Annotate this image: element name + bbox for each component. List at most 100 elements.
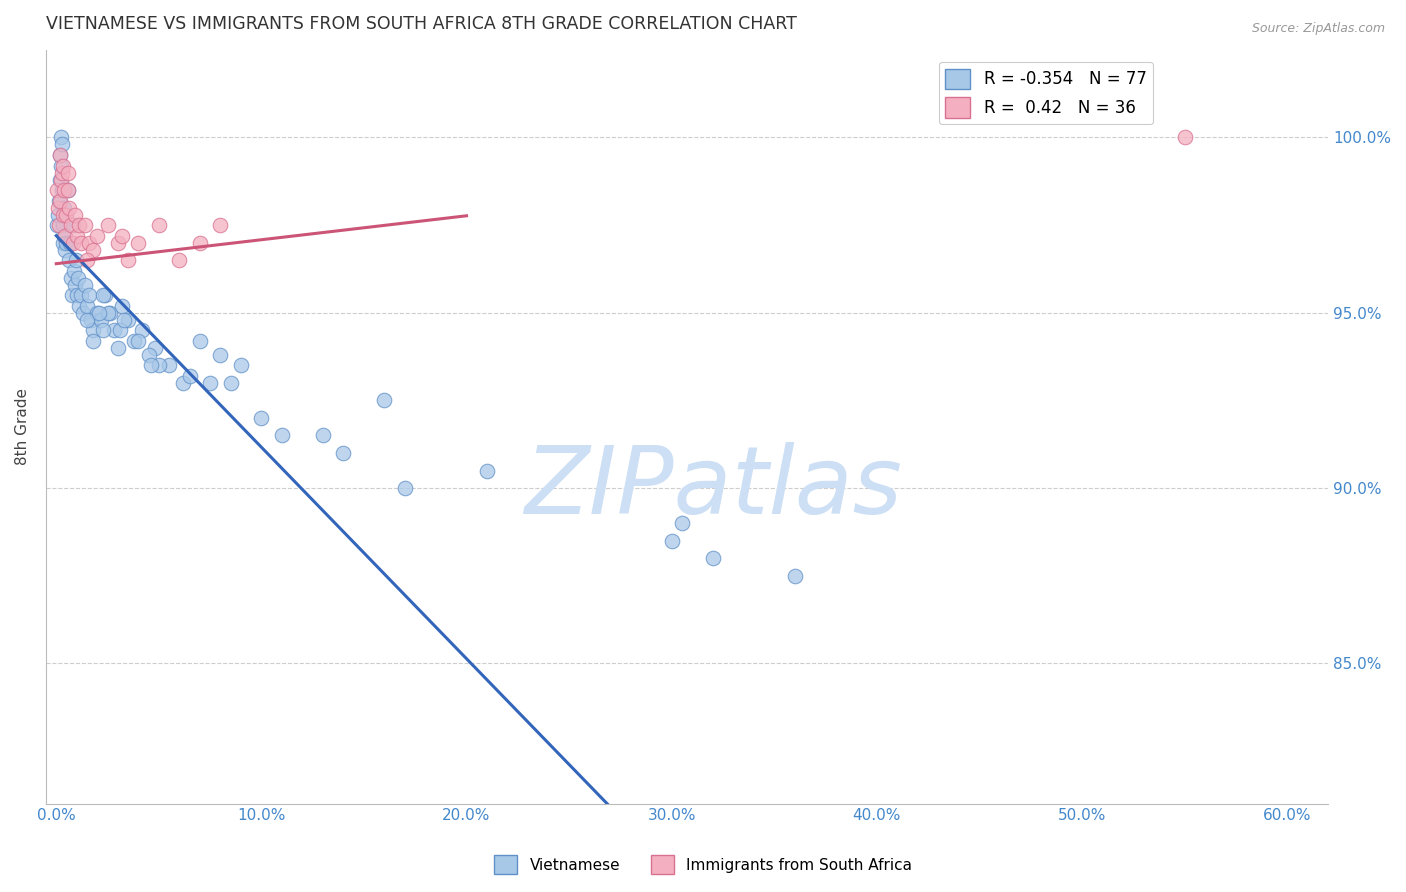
Point [66, 270, 89, 285]
Point [72, 306, 94, 320]
Point [172, 376, 194, 390]
Point [55, 228, 77, 243]
Point [70, 235, 93, 250]
Point [62, 235, 84, 250]
Point [179, 368, 201, 383]
Point [46, 201, 69, 215]
Point [94, 288, 117, 302]
Point [108, 323, 131, 337]
Point [77, 288, 100, 302]
Point [96, 218, 118, 232]
Legend: R = -0.354   N = 77, R =  0.42   N = 36: R = -0.354 N = 77, R = 0.42 N = 36 [939, 62, 1153, 124]
Point [80, 313, 103, 327]
Point [86, 306, 108, 320]
Point [58, 235, 80, 250]
Point [394, 481, 416, 495]
Point [53, 183, 76, 197]
Point [56, 165, 79, 179]
Point [188, 334, 211, 348]
Point [86, 228, 108, 243]
Point [70, 288, 93, 302]
Point [93, 323, 115, 337]
Text: ZIPatlas: ZIPatlas [524, 442, 901, 533]
Point [52, 159, 75, 173]
Point [46, 208, 69, 222]
Point [76, 253, 98, 268]
Point [122, 334, 145, 348]
Point [131, 323, 153, 337]
Point [82, 323, 104, 337]
Point [56, 183, 79, 197]
Point [66, 288, 89, 302]
Point [51, 183, 73, 197]
Point [46, 218, 69, 232]
Point [270, 428, 292, 442]
Point [82, 334, 104, 348]
Point [475, 464, 498, 478]
Point [107, 341, 129, 355]
Point [188, 235, 211, 250]
Point [66, 228, 89, 243]
Point [52, 218, 75, 232]
Point [117, 253, 139, 268]
Point [112, 313, 135, 327]
Y-axis label: 8th Grade: 8th Grade [15, 388, 30, 466]
Point [49, 194, 72, 208]
Point [332, 446, 354, 460]
Point [96, 306, 118, 320]
Point [49, 172, 72, 186]
Point [62, 218, 84, 232]
Point [139, 359, 162, 373]
Point [51, 165, 73, 179]
Point [55, 208, 77, 222]
Point [138, 348, 160, 362]
Point [783, 568, 806, 582]
Point [55, 208, 77, 222]
Point [250, 411, 273, 425]
Point [76, 299, 98, 313]
Point [229, 359, 252, 373]
Point [127, 334, 149, 348]
Point [58, 201, 80, 215]
Point [53, 201, 76, 215]
Point [60, 288, 83, 302]
Point [98, 306, 121, 320]
Point [111, 228, 134, 243]
Point [143, 341, 166, 355]
Point [52, 235, 75, 250]
Point [157, 359, 180, 373]
Point [209, 218, 232, 232]
Point [77, 235, 100, 250]
Point [169, 253, 191, 268]
Point [56, 183, 79, 197]
Point [51, 137, 73, 152]
Point [373, 393, 395, 408]
Point [48, 194, 70, 208]
Point [90, 313, 112, 327]
Point [661, 533, 683, 548]
Point [67, 218, 90, 232]
Point [53, 228, 76, 243]
Point [53, 243, 76, 257]
Point [209, 348, 232, 362]
Point [59, 218, 82, 232]
Point [148, 359, 170, 373]
Point [52, 208, 75, 222]
Point [55, 235, 77, 250]
Point [49, 148, 72, 162]
Point [59, 270, 82, 285]
Point [73, 277, 96, 292]
Point [76, 313, 98, 327]
Point [58, 253, 80, 268]
Point [1173, 130, 1195, 145]
Point [51, 172, 73, 186]
Point [148, 218, 170, 232]
Point [82, 243, 104, 257]
Point [93, 288, 115, 302]
Point [107, 235, 129, 250]
Legend: Vietnamese, Immigrants from South Africa: Vietnamese, Immigrants from South Africa [488, 849, 918, 880]
Point [117, 313, 139, 327]
Text: Source: ZipAtlas.com: Source: ZipAtlas.com [1251, 22, 1385, 36]
Point [103, 323, 125, 337]
Point [671, 516, 693, 530]
